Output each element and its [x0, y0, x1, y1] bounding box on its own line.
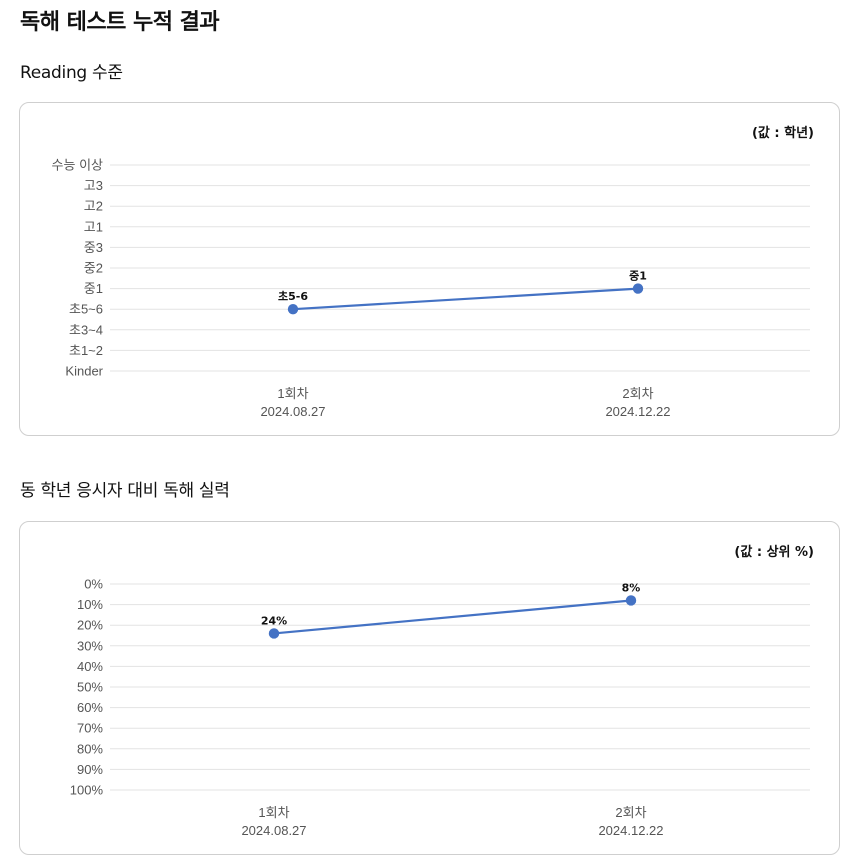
peer-comparison-x-tick-date: 2024.08.27	[241, 823, 306, 838]
peer-comparison-x-tick-label: 2회차	[615, 805, 646, 820]
peer-comparison-x-tick-date: 2024.12.22	[598, 823, 663, 838]
reading-level-y-tick-label: 수능 이상	[52, 158, 103, 173]
page-title: 독해 테스트 누적 결과	[20, 10, 220, 35]
reading-level-y-tick-label: 초3~4	[69, 322, 103, 337]
peer-comparison-data-point	[268, 628, 280, 639]
peer-comparison-y-tick-label: 70%	[77, 721, 103, 736]
reading-level-x-tick-label: 1회차	[277, 386, 308, 401]
peer-comparison-y-tick-label: 90%	[77, 762, 103, 777]
peer-comparison-y-tick-label: 60%	[77, 700, 103, 715]
reading-level-y-tick-label: Kinder	[65, 364, 103, 379]
reading-level-y-tick-label: 중3	[84, 240, 103, 255]
peer-comparison-chart-card: (값 : 상위 %) 0% 10% 20% 30% 40% 50% 60% 70% 80% 90% 1…	[19, 521, 840, 855]
peer-comparison-series-line	[273, 599, 632, 635]
reading-level-x-tick-date: 2024.12.22	[605, 404, 670, 419]
section-title-reading-level: Reading 수준	[20, 63, 123, 83]
peer-comparison-y-tick-label: 30%	[77, 638, 103, 653]
peer-comparison-y-tick-label: 80%	[77, 741, 103, 756]
reading-level-x-tick-date: 2024.08.27	[260, 404, 325, 419]
reading-level-y-tick-label: 고3	[84, 178, 103, 193]
reading-level-x-tick-label: 2회차	[622, 386, 653, 401]
reading-level-data-label: 중1	[629, 270, 647, 283]
peer-comparison-y-tick-label: 40%	[77, 659, 103, 674]
section-title-peer-comparison: 동 학년 응시자 대비 독해 실력	[20, 481, 230, 501]
reading-level-data-label: 초5-6	[278, 290, 308, 303]
reading-level-series-line	[292, 287, 639, 311]
peer-comparison-y-tick-label: 20%	[77, 618, 103, 633]
peer-comparison-y-tick-label: 50%	[77, 680, 103, 695]
peer-comparison-x-tick-label: 1회차	[258, 805, 289, 820]
reading-level-y-tick-label: 초5~6	[69, 302, 103, 317]
reading-level-y-tick-label: 초1~2	[69, 343, 103, 358]
reading-level-y-tick-label: 중1	[84, 281, 103, 296]
peer-comparison-data-label: 24%	[261, 614, 287, 627]
reading-level-data-point	[287, 304, 299, 315]
reading-level-y-tick-label: 중2	[84, 261, 103, 276]
reading-level-y-tick-label: 고1	[84, 219, 103, 234]
peer-comparison-unit-note: (값 : 상위 %)	[734, 544, 814, 560]
reading-level-y-tick-label: 고2	[84, 199, 103, 214]
peer-comparison-data-point	[625, 595, 637, 606]
reading-level-data-point	[632, 283, 644, 294]
peer-comparison-y-tick-label: 10%	[77, 597, 103, 612]
peer-comparison-data-label: 8%	[622, 581, 641, 594]
peer-comparison-y-tick-label: 100%	[70, 783, 104, 798]
peer-comparison-y-tick-label: 0%	[84, 577, 103, 592]
peer-comparison-chart: (값 : 상위 %) 0% 10% 20% 30% 40% 50% 60% 70% 80% 90% 1…	[70, 544, 814, 838]
reading-level-unit-note: (값 : 학년)	[752, 125, 814, 141]
